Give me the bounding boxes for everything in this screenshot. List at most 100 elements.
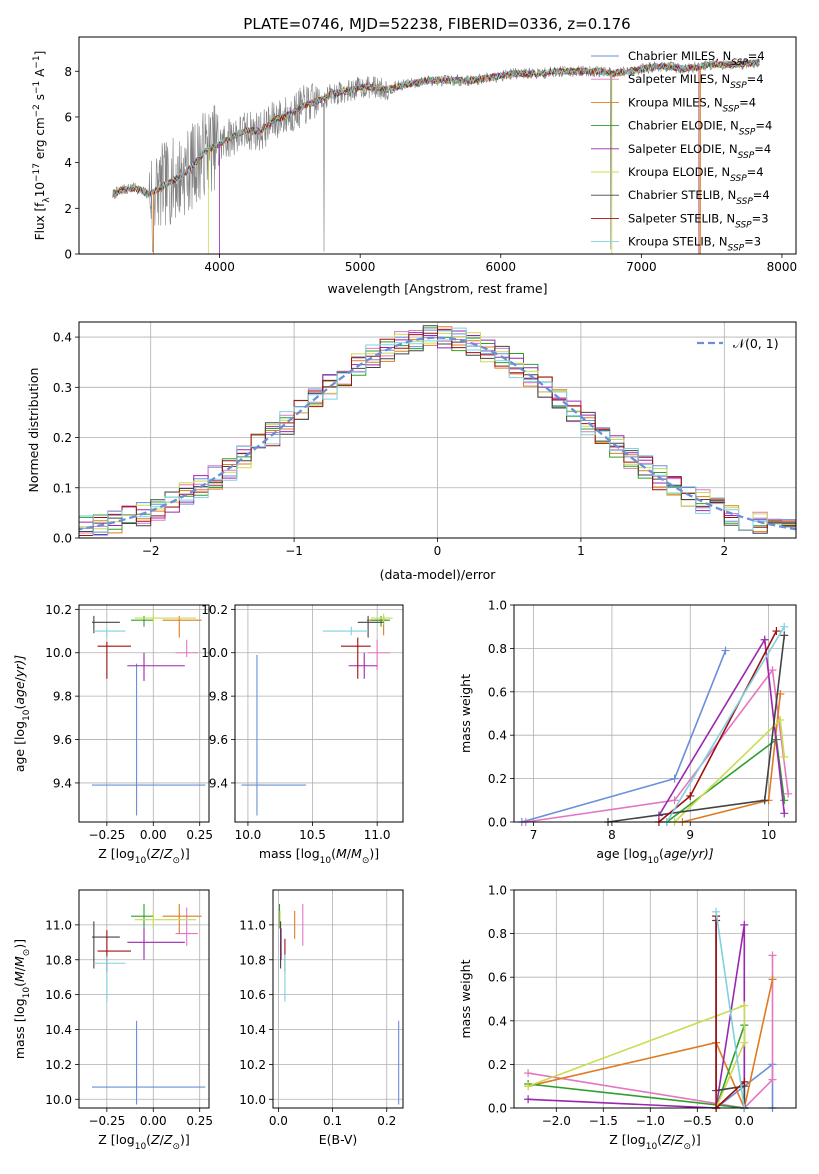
mass-vs-Z-xtick-label: 0.00 — [140, 1114, 167, 1128]
massweight-vs-Z-ytick-label: 0.2 — [488, 1058, 507, 1072]
spectrum-xtick-label: 8000 — [767, 260, 798, 274]
errorbar-point — [340, 637, 371, 679]
series-marker — [768, 1075, 777, 1084]
mass-vs-EBV-xtick-label: 0.1 — [323, 1114, 342, 1128]
series-line — [666, 626, 785, 823]
age-vs-mass-ytick-label: 9.6 — [209, 733, 228, 747]
series-line — [521, 650, 727, 823]
series-marker — [740, 1038, 749, 1047]
residuals-ytick-label: 0.3 — [53, 381, 72, 395]
age-vs-Z-xtick-label: 0.00 — [140, 828, 167, 842]
mass-vs-Z-xlabel: Z [log10(Z/Z⊙)] — [98, 1132, 190, 1152]
series-marker — [524, 1082, 533, 1091]
residuals-ytick-label: 0.0 — [53, 532, 72, 546]
massweight-vs-Z-ytick-label: 0.8 — [488, 927, 507, 941]
mass-vs-EBV-xtick-label: 0.0 — [269, 1114, 288, 1128]
mass-vs-Z-ytick-label: 10.4 — [45, 1023, 72, 1037]
series-marker — [780, 809, 789, 818]
spectrum-ytick-label: 6 — [64, 110, 72, 124]
legend-label: Salpeter STELIB, NSSP=3 — [628, 211, 769, 230]
legend-label: Chabrier MILES, NSSP=4 — [628, 49, 765, 68]
series-marker — [670, 796, 679, 805]
massweight-vs-age-xtick-label: 7 — [530, 828, 538, 842]
series-marker — [784, 789, 793, 798]
age-vs-Z-ytick-label: 9.6 — [53, 733, 72, 747]
series-marker — [670, 774, 679, 783]
massweight-vs-age-xtick-label: 8 — [608, 828, 616, 842]
errorbar-point — [127, 928, 185, 960]
series-marker — [740, 920, 749, 929]
mass-vs-EBV-ytick-label: 10.0 — [239, 1093, 266, 1107]
errorbar-point — [93, 628, 126, 638]
series-line — [715, 911, 746, 1109]
errorbar-point — [241, 654, 307, 816]
residuals-ytick-label: 0.1 — [53, 481, 72, 495]
mass-vs-EBV-ytick-label: 10.8 — [239, 953, 266, 967]
legend-label: Salpeter MILES, NSSP=4 — [628, 72, 764, 91]
mass-vs-EBV-ytick-label: 11.0 — [239, 918, 266, 932]
series-marker — [760, 796, 769, 805]
massweight-vs-Z-ytick-label: 0.6 — [488, 971, 507, 985]
age-vs-Z-xlabel: Z [log10(Z/Z⊙)] — [98, 846, 190, 866]
spectrum-frame — [78, 36, 797, 255]
age-vs-Z-ytick-label: 9.8 — [53, 690, 72, 704]
age-vs-Z-ytick-label: 10.2 — [45, 603, 72, 617]
mass-vs-EBV-xtick-label: 0.2 — [377, 1114, 396, 1128]
series-marker — [740, 1077, 749, 1086]
legend-label: Kroupa STELIB, NSSP=3 — [628, 235, 761, 254]
errorbar-point — [92, 615, 120, 634]
residuals-xtick-label: 0 — [434, 544, 442, 558]
mass-vs-EBV-plot — [278, 903, 400, 1105]
massweight-vs-Z-ylabel: mass weight — [458, 959, 473, 1038]
age-vs-mass-ytick-label: 9.8 — [209, 690, 228, 704]
series-marker — [780, 631, 789, 640]
series-line — [658, 630, 778, 823]
age-vs-Z-ytick-label: 10.0 — [45, 646, 72, 660]
residuals-xtick-label: −2 — [142, 544, 160, 558]
series-line — [527, 1004, 746, 1109]
mass-vs-EBV-ytick-label: 10.6 — [239, 988, 266, 1002]
mass-vs-EBV-ytick-label: 10.2 — [239, 1058, 266, 1072]
spectrum-xtick-label: 7000 — [626, 260, 657, 274]
series-marker — [768, 666, 777, 675]
residuals-xtick-label: −1 — [285, 544, 303, 558]
spectrum-legend: Chabrier MILES, NSSP=4 Salpeter MILES, NS… — [591, 49, 772, 254]
residuals-frame — [78, 321, 797, 539]
massweight-vs-age-ytick-label: 0.0 — [488, 816, 507, 830]
age-vs-Z-axes: −0.25 0.00 0.25 9.4 9.6 9.8 10.0 10.2 Z [log10(Z… — [12, 603, 213, 866]
series-marker — [721, 646, 730, 655]
age-vs-mass-xlabel: mass [log10(M/M⊙)] — [259, 846, 379, 866]
series-marker — [524, 1095, 533, 1104]
histogram-step — [79, 327, 796, 536]
age-vs-mass-ytick-label: 9.4 — [209, 776, 228, 790]
massweight-vs-Z-ytick-label: 0.0 — [488, 1102, 507, 1116]
spectrum-plot — [112, 58, 760, 254]
mass-vs-Z-ytick-label: 10.6 — [45, 988, 72, 1002]
massweight-vs-age-frame — [513, 604, 797, 823]
age-vs-mass-ytick-label: 10.0 — [201, 646, 228, 660]
series-marker — [780, 622, 789, 631]
errorbar-point — [92, 921, 120, 969]
massweight-vs-Z-xtick-label: −0.5 — [683, 1114, 712, 1128]
mass-vs-Z-ytick-label: 10.2 — [45, 1058, 72, 1072]
residuals-xlabel: (data-model)/error — [380, 567, 497, 582]
figure-title: PLATE=0746, MJD=52238, FIBERID=0336, z=0… — [243, 15, 630, 33]
residuals-ytick-label: 0.2 — [53, 431, 72, 445]
age-vs-mass-xtick-label: 11.0 — [364, 828, 391, 842]
spectrum-ylabel: Flux [fλ10−17 erg cm−2 s−1 A−1] — [32, 51, 52, 241]
legend-label: Chabrier ELODIE, NSSP=4 — [628, 119, 772, 138]
massweight-vs-age-ytick-label: 0.4 — [488, 729, 507, 743]
residuals-axes: −2 −1 0 1 2 0.0 0.1 0.2 0.3 0.4 𝒩(0, 1) (data-model… — [26, 322, 796, 582]
age-vs-Z-ylabel: age [log10(age/yr)] — [12, 655, 32, 772]
normal-legend-label: 𝒩(0, 1) — [733, 336, 779, 351]
mass-vs-EBV-xlabel: E(B-V) — [319, 1132, 358, 1147]
mass-vs-Z-xtick-label: −0.25 — [88, 1114, 125, 1128]
massweight-vs-Z-xtick-label: 0.0 — [735, 1114, 754, 1128]
age-vs-Z-xtick-label: 0.25 — [186, 828, 213, 842]
series-marker — [760, 635, 769, 644]
massweight-vs-age-plot — [517, 622, 793, 826]
massweight-vs-Z-xtick-label: −1.0 — [636, 1114, 665, 1128]
spectrum-xlabel: wavelength [Angstrom, rest frame] — [327, 281, 547, 296]
mass-vs-Z-ylabel: mass [log10(M/M⊙)] — [12, 939, 32, 1059]
